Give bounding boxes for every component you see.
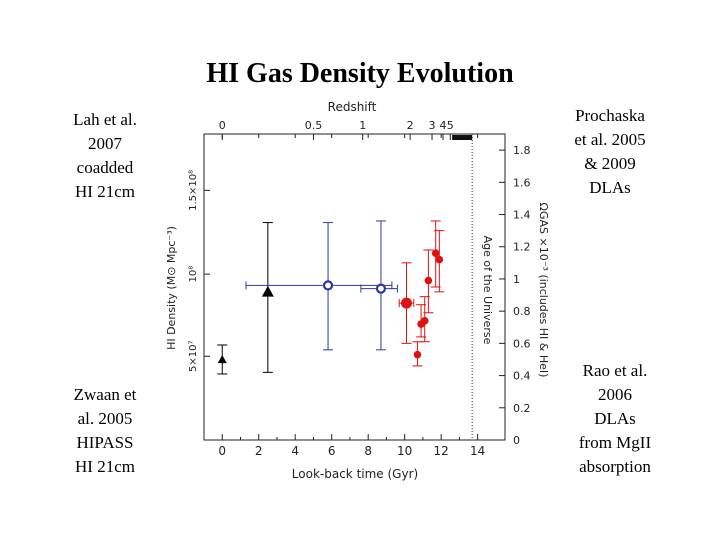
note-line: et al. 2005 (574, 130, 646, 149)
note-line: absorption (579, 457, 651, 476)
right-y-tick-label: 0.2 (513, 402, 531, 415)
x-tick-label: 6 (328, 444, 336, 458)
left-axis-label: HI Density (M⊙ Mpc⁻³) (165, 226, 178, 350)
data-point-filled-circle (413, 350, 422, 359)
right-y-tick-label: 1 (513, 273, 520, 286)
right-y-tick-label: 0.8 (513, 305, 531, 318)
note-line: HIPASS (76, 433, 134, 452)
redshift-tick-label: 2 (407, 119, 414, 132)
plot-frame (203, 133, 506, 441)
x-tick-label: 4 (291, 444, 299, 458)
data-point-filled-circle (424, 276, 433, 285)
data-point-filled-circle (400, 297, 412, 309)
redshift-tick-label: 4 (439, 119, 446, 132)
x-tick-label: 8 (364, 444, 372, 458)
note-line: & 2009 (584, 154, 636, 173)
redshift-tick-label: 5 (447, 119, 454, 132)
note-line: DLAs (589, 178, 631, 197)
right-y-tick-label: 0.4 (513, 370, 531, 383)
note-rao-2006: Rao et al. 2006 DLAs from MgII absorptio… (565, 359, 665, 479)
right-y-tick-label: 1.4 (513, 209, 531, 222)
right-y-tick-label: 1.2 (513, 241, 531, 254)
data-point-triangle (217, 354, 227, 364)
right-y-tick-label: 1.8 (513, 144, 531, 157)
redshift-tick-label: 0.5 (305, 119, 323, 132)
note-line: Zwaan et (73, 385, 137, 404)
note-line: HI 21cm (75, 182, 135, 201)
x-tick-label: 2 (255, 444, 263, 458)
redshift-tick-label: 1 (359, 119, 366, 132)
note-lah-2007: Lah et al. 2007 coadded HI 21cm (55, 108, 155, 204)
data-point-filled-circle (431, 249, 440, 257)
note-line: Lah et al. (73, 110, 137, 129)
redshift-tick-label: 3 (429, 119, 436, 132)
note-line: Rao et al. (582, 361, 648, 380)
left-y-tick-label: 10⁸ (188, 266, 199, 283)
note-line: Prochaska (575, 106, 645, 125)
right-axis-label: ΩGAS ×10⁻³ (includes HI & HeI) (537, 203, 550, 378)
note-line: 2006 (598, 385, 632, 404)
note-zwaan-2005: Zwaan et al. 2005 HIPASS HI 21cm (55, 383, 155, 479)
note-line: HI 21cm (75, 457, 135, 476)
data-point-filled-circle (420, 317, 429, 325)
left-y-tick-label: 5×10⁷ (188, 341, 199, 372)
x-axis-label: Look-back time (Gyr) (292, 467, 418, 481)
note-line: al. 2005 (77, 409, 133, 428)
data-point-open-circle (322, 280, 334, 291)
x-tick-label: 0 (218, 444, 226, 458)
note-line: 2007 (88, 134, 122, 153)
right-y-tick-label: 0.6 (513, 337, 531, 350)
left-y-tick-label: 1.5×10⁸ (188, 170, 199, 211)
x-tick-label: 10 (397, 444, 412, 458)
right-y-tick-label: 1.6 (513, 176, 531, 189)
note-line: from MgII (578, 433, 652, 452)
high-redshift-ticks (452, 135, 473, 140)
x-tick-label: 12 (434, 444, 449, 458)
note-prochaska-2005: Prochaska et al. 2005 & 2009 DLAs (560, 104, 660, 200)
redshift-tick-label: 0 (219, 119, 226, 132)
age-of-universe-label: Age of the Universe (481, 236, 494, 345)
data-point-filled-circle (435, 255, 444, 264)
top-axis-label: Redshift (328, 100, 377, 114)
x-tick-label: 14 (470, 444, 485, 458)
note-line: coadded (76, 158, 134, 177)
right-y-tick-label: 0 (513, 434, 520, 447)
slide-title: HI Gas Density Evolution (206, 58, 514, 89)
data-point-open-circle (375, 283, 387, 294)
note-line: DLAs (594, 409, 636, 428)
data-point-triangle (261, 285, 274, 297)
